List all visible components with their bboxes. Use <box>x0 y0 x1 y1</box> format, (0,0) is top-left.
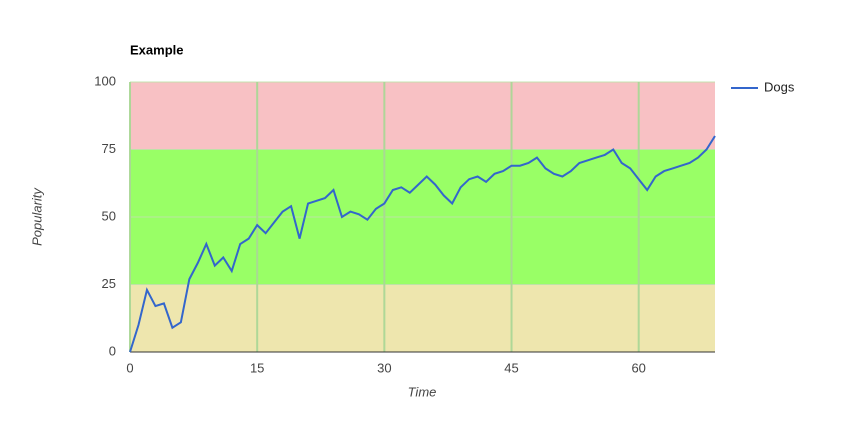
x-axis-label: Time <box>408 384 437 399</box>
x-tick-label: 60 <box>631 360 645 375</box>
x-tick-label: 15 <box>250 360 264 375</box>
y-axis-label: Popularity <box>29 187 44 246</box>
band <box>130 284 715 352</box>
y-tick-label: 100 <box>94 73 116 88</box>
y-tick-label: 75 <box>102 141 116 156</box>
x-tick-label: 45 <box>504 360 518 375</box>
y-tick-label: 0 <box>109 343 116 358</box>
x-tick-label: 30 <box>377 360 391 375</box>
chart-title: Example <box>130 42 183 57</box>
y-tick-label: 50 <box>102 208 116 223</box>
x-tick-label: 0 <box>126 360 133 375</box>
y-tick-label: 25 <box>102 276 116 291</box>
band <box>130 82 715 150</box>
line <box>129 135 716 353</box>
legend-label: Dogs <box>764 79 795 94</box>
